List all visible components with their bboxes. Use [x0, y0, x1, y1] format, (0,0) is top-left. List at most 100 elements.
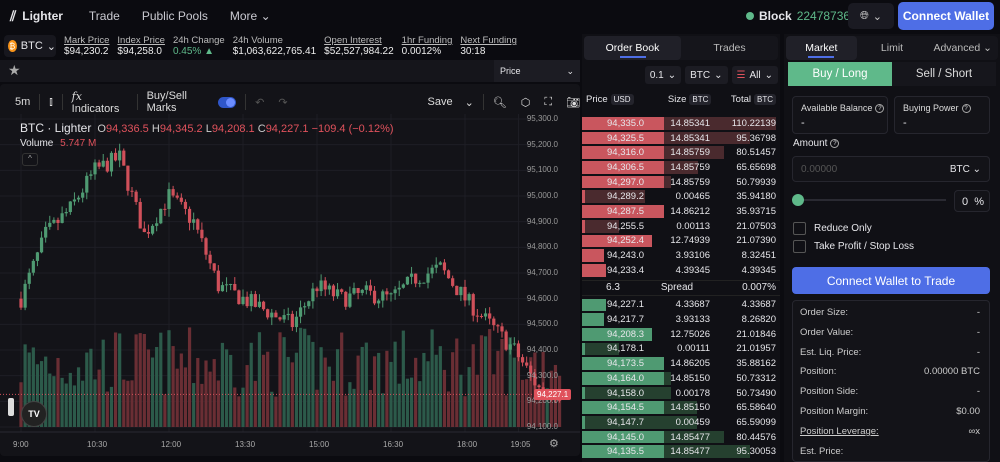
bid-row[interactable]: 94,164.0 14.85150 50.73312 [582, 371, 780, 386]
bid-row[interactable]: 94,178.1 0.00111 21.01957 [582, 342, 780, 357]
ask-row[interactable]: 94,316.0 14.85759 80.51457 [582, 145, 780, 160]
bid-row[interactable]: 94,135.5 14.85477 95.30053 [582, 444, 780, 459]
amount-placeholder: 0.00000 [801, 164, 838, 175]
connect-wallet-button[interactable]: Connect Wallet [898, 2, 994, 30]
nav-trade[interactable]: Trade [88, 9, 120, 23]
chevron-down-icon[interactable]: ⌄ [464, 96, 474, 109]
ask-row[interactable]: 94,252.4 12.74939 21.07390 [582, 234, 780, 249]
ask-row[interactable]: 94,289.2 0.00465 35.94180 [582, 189, 780, 204]
ask-row[interactable]: 94,287.5 14.86212 35.93715 [582, 204, 780, 219]
ticker-stat[interactable]: Open Interest $52,527,984.22 [324, 35, 394, 57]
save-button[interactable]: Save [427, 96, 453, 108]
price-cell: 94,289.2 [607, 191, 644, 203]
help-icon[interactable]: ? [875, 104, 885, 114]
bid-row[interactable]: 94,147.7 0.00459 65.59099 [582, 415, 780, 430]
volume-bar [319, 347, 323, 427]
ask-row[interactable]: 94,233.4 4.39345 4.39345 [582, 263, 780, 278]
bid-row[interactable]: 94,173.5 14.86205 35.88162 [582, 356, 780, 371]
ask-row[interactable]: 94,243.0 3.93106 8.32451 [582, 248, 780, 263]
block-indicator: Block 22478736 [746, 9, 850, 23]
tab-limit[interactable]: Limit [880, 42, 904, 54]
reduce-only-checkbox[interactable] [793, 222, 806, 235]
bid-row[interactable]: 94,158.0 0.00178 50.73490 [582, 386, 780, 401]
chart-panel: 5m ⫾ fx Indicators Buy/Sell Marks ↶ ↷ Sav… [0, 84, 580, 456]
collapse-legend-button[interactable]: ^ [22, 153, 38, 166]
nav-more[interactable]: More ⌄ [230, 9, 271, 23]
bid-row[interactable]: 94,227.1 4.33687 4.33687 [582, 298, 780, 313]
size-bar [582, 263, 607, 277]
undo-icon[interactable]: ↶ [255, 96, 265, 109]
price-select[interactable]: Price ⌄ [494, 60, 580, 82]
tick-size-select[interactable]: 0.1 ⌄ [644, 66, 682, 84]
ticker-stat[interactable]: 1hr Funding 0.0012% [402, 35, 453, 57]
expand-sidebar-handle[interactable] [8, 398, 14, 416]
tab-order-book[interactable]: Order Book [584, 36, 681, 60]
info-label[interactable]: Position Leverage: [800, 425, 879, 437]
percent-input[interactable]: 0% [954, 190, 990, 212]
bid-row[interactable]: 94,217.7 3.93133 8.26820 [582, 312, 780, 327]
order-info-box [792, 300, 990, 462]
volume-bar [19, 382, 23, 427]
volume-bar [459, 374, 463, 427]
stat-label: Next Funding [460, 35, 517, 46]
redo-icon[interactable]: ↷ [278, 96, 288, 109]
unit-select[interactable]: BTC ⌄ [685, 66, 728, 84]
brand-logo[interactable]: ⫽ Lighter [10, 8, 63, 25]
price-cell: 94,252.4 [607, 235, 644, 247]
candle-body [430, 267, 434, 274]
tpsl-checkbox[interactable] [793, 240, 806, 253]
language-button[interactable]: 🌐︎ ⌄ [848, 3, 894, 29]
candle-body [216, 270, 220, 292]
amount-input[interactable]: 0.00000 BTC ⌄ [792, 156, 990, 182]
ask-row[interactable]: 94,255.5 0.00113 21.07503 [582, 219, 780, 234]
total-cell: 50.79939 [736, 176, 776, 188]
candle-body [323, 280, 327, 290]
buy-long-tab[interactable]: Buy / Long [788, 62, 892, 86]
globe-icon: 🌐︎ [859, 9, 869, 22]
ask-row[interactable]: 94,306.5 14.85759 65.65698 [582, 160, 780, 175]
settings-icon[interactable]: ⬡ [520, 96, 531, 109]
connect-wallet-to-trade-button[interactable]: Connect Wallet to Trade [792, 267, 990, 294]
amount-unit-select[interactable]: BTC ⌄ [950, 164, 981, 175]
volume-bar [504, 395, 508, 427]
market-selector[interactable]: ₿ BTC ⌄ [4, 35, 56, 57]
candle-body [372, 290, 377, 304]
amount-slider[interactable] [792, 194, 946, 206]
ticker-stat[interactable]: Next Funding 30:18 [460, 35, 517, 57]
bid-row[interactable]: 94,208.3 12.75026 21.01846 [582, 327, 780, 342]
candlestick-chart[interactable] [0, 84, 580, 456]
total-cell: 21.07503 [736, 220, 776, 232]
bid-row[interactable]: 94,154.5 14.85150 65.58640 [582, 400, 780, 415]
block-label: Block [759, 9, 792, 23]
buy-sell-marks-toggle[interactable] [217, 96, 237, 108]
ask-row[interactable]: 94,325.5 14.85341 95.36798 [582, 131, 780, 146]
help-icon[interactable]: ? [961, 104, 971, 114]
camera-icon[interactable]: 📷︎ [566, 96, 581, 109]
axis-settings-icon[interactable]: ⚙︎ [549, 438, 559, 450]
candle-type-icon[interactable]: ⫾ [49, 95, 53, 108]
tab-trades[interactable]: Trades [713, 42, 746, 54]
size-bar [582, 249, 604, 262]
volume-bar [208, 371, 212, 427]
ticker-stat[interactable]: Mark Price $94,230.2 [64, 35, 109, 57]
ask-row[interactable]: 94,297.0 14.85759 50.79939 [582, 175, 780, 190]
indicators-button[interactable]: fx Indicators [72, 90, 128, 115]
side-filter-select[interactable]: ☰ All ⌄ [731, 66, 778, 84]
total-cell: 65.59099 [736, 416, 776, 428]
candle-body [109, 152, 114, 172]
tab-market[interactable]: Market [786, 36, 857, 60]
ask-row[interactable]: 94,335.0 14.85341 110.22139 [582, 116, 780, 131]
slider-thumb[interactable] [792, 194, 804, 206]
interval-button[interactable]: 5m [15, 96, 31, 108]
zoom-search-icon[interactable]: 🔍︎ [492, 96, 507, 109]
star-icon[interactable]: ★ [8, 62, 21, 78]
tab-advanced-label: Advanced [933, 42, 981, 54]
sell-short-tab[interactable]: Sell / Short [892, 62, 996, 86]
y-tick-label: 94,600.0 [526, 293, 558, 303]
help-icon[interactable]: ? [830, 138, 840, 148]
tab-advanced[interactable]: Advanced ⌄ [927, 36, 998, 60]
bid-row[interactable]: 94,145.0 14.85477 80.44576 [582, 430, 780, 445]
ticker-stat[interactable]: Index Price $94,258.0 [117, 35, 165, 57]
nav-public-pools[interactable]: Public Pools [141, 9, 208, 23]
fullscreen-icon[interactable]: ⛶ [544, 95, 553, 108]
